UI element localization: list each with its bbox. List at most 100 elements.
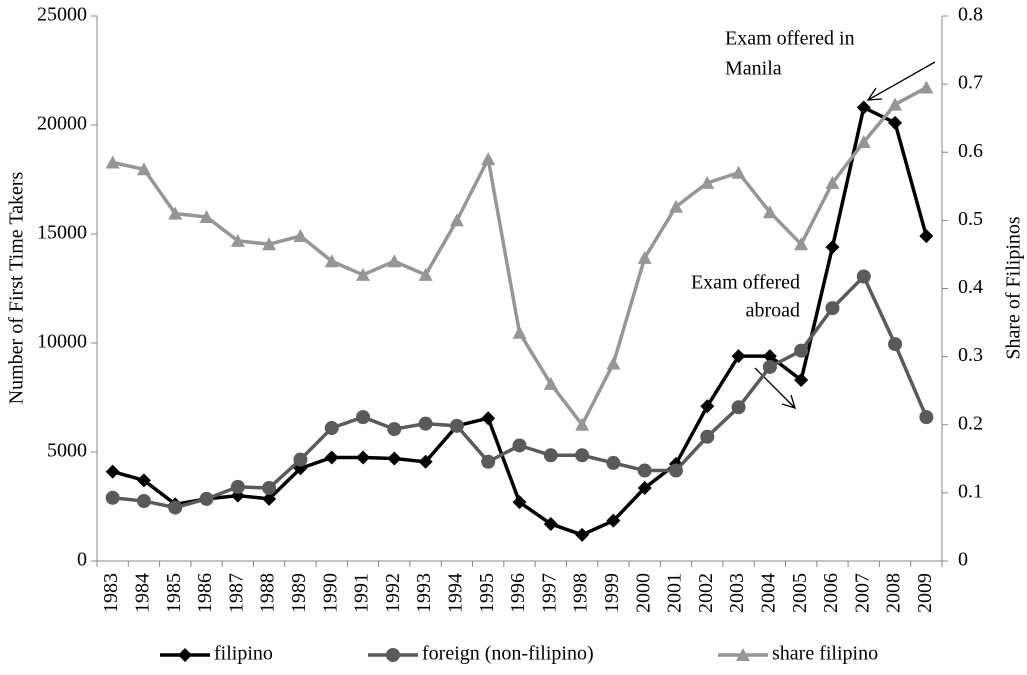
marker [606, 356, 621, 370]
marker [387, 422, 402, 437]
marker [324, 421, 339, 436]
marker [637, 250, 652, 264]
y-axis-title: Number of First Time Takers [6, 171, 28, 404]
x-tick-label: 2005 [789, 573, 811, 613]
marker [762, 349, 777, 364]
arrow-head [781, 394, 796, 409]
marker [356, 267, 371, 281]
y-tick-label: 20000 [37, 113, 87, 135]
arrow-head [866, 87, 883, 101]
marker [199, 209, 214, 223]
marker [105, 464, 120, 479]
marker [105, 155, 120, 169]
marker [136, 162, 151, 176]
marker [418, 454, 433, 469]
marker [919, 80, 934, 94]
y2-axis-title: Share of Filipinos [1003, 216, 1025, 360]
x-tick-label: 2007 [851, 573, 873, 613]
marker [637, 463, 652, 478]
marker [888, 115, 903, 130]
annotation: Manila [725, 58, 782, 80]
y2-tick-label: 0.6 [958, 140, 983, 162]
marker [199, 491, 214, 506]
marker [543, 448, 558, 463]
legend-label: foreign (non-filipino) [422, 643, 594, 665]
series-line [112, 273, 928, 510]
marker [575, 448, 590, 463]
marker [386, 648, 400, 662]
y2-tick-label: 0.3 [958, 344, 983, 366]
marker [512, 438, 527, 453]
marker [178, 648, 192, 662]
x-tick-label: 1989 [288, 573, 310, 613]
marker [230, 233, 245, 247]
marker [418, 416, 433, 431]
x-tick-label: 1999 [601, 573, 623, 613]
marker [262, 491, 277, 506]
marker [543, 516, 558, 531]
arrow [867, 61, 936, 101]
marker [736, 648, 750, 661]
y2-tick-label: 0.4 [958, 276, 983, 298]
x-tick-label: 2006 [820, 573, 842, 613]
marker [324, 254, 339, 268]
marker [262, 237, 277, 251]
marker [794, 373, 809, 388]
marker [481, 411, 496, 426]
x-tick-label: 1986 [194, 573, 216, 613]
marker [888, 97, 903, 111]
y-tick-label: 0 [77, 549, 87, 571]
marker [700, 399, 715, 414]
marker [606, 513, 621, 528]
marker [856, 100, 871, 115]
marker [262, 480, 277, 495]
marker [637, 480, 652, 495]
x-tick-label: 1995 [476, 573, 498, 613]
marker [668, 199, 683, 213]
x-tick-label: 1991 [351, 573, 373, 613]
y2-tick-label: 0.7 [958, 72, 983, 94]
y-tick-label: 25000 [37, 4, 87, 26]
y-tick-label: 10000 [37, 331, 87, 353]
y2-tick-label: 0.5 [958, 208, 983, 230]
marker [512, 495, 527, 510]
marker [168, 500, 183, 515]
marker [136, 494, 151, 509]
marker [731, 165, 746, 179]
marker [888, 337, 903, 352]
marker [543, 376, 558, 390]
x-tick-label: 2004 [757, 573, 779, 613]
x-tick-label: 2002 [695, 573, 717, 613]
marker [387, 451, 402, 466]
marker [481, 152, 496, 166]
annotation: Exam offered in [725, 28, 855, 50]
annotation-arrows [754, 61, 936, 409]
marker [293, 229, 308, 243]
marker [825, 175, 840, 189]
legend-label: filipino [214, 643, 273, 665]
marker [794, 343, 809, 358]
marker [418, 267, 433, 281]
x-tick-label: 1985 [163, 573, 185, 613]
marker [825, 240, 840, 255]
marker [168, 206, 183, 220]
marker [731, 400, 746, 415]
marker [825, 301, 840, 316]
marker [856, 135, 871, 149]
y2-tick-label: 0.8 [958, 4, 983, 26]
marker [700, 175, 715, 189]
marker [105, 490, 120, 505]
marker [919, 229, 934, 244]
x-tick-label: 1988 [257, 573, 279, 613]
y2-tick-label: 0.1 [958, 480, 983, 502]
marker [794, 237, 809, 251]
marker [356, 450, 371, 465]
marker [700, 429, 715, 444]
y2-tick-label: 0.2 [958, 412, 983, 434]
marker [762, 205, 777, 219]
marker [230, 479, 245, 494]
series-line [112, 105, 929, 537]
marker [512, 325, 527, 339]
marker [606, 455, 621, 470]
x-tick-label: 1998 [570, 573, 592, 613]
